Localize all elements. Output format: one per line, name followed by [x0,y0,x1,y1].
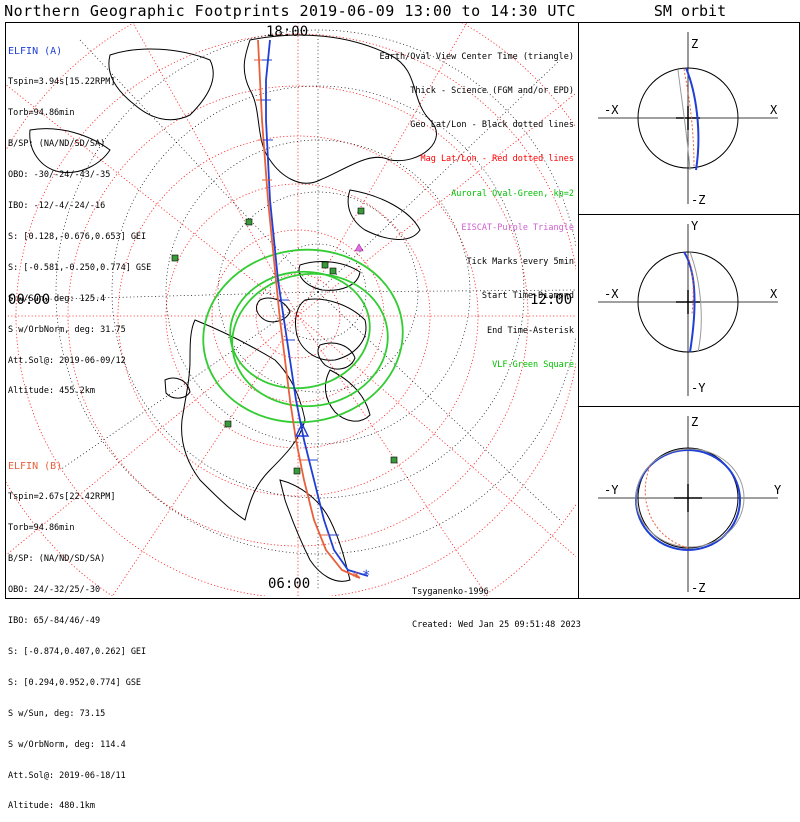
elfin-a-line: S w/Sun, deg: 125.4 [8,293,106,304]
elfin-a-line: OBO: -30/-24/-43/-35 [8,170,111,181]
svg-text:-Y: -Y [691,381,706,395]
elfin-a-line: Altitude: 455.2km [8,386,95,397]
time-label-left: 00:00 [8,292,51,308]
elfin-b-line: B/SP: (NA/ND/SD/SA) [8,554,106,565]
elfin-a-line: S: [0.128,-0.676,0.653] GEI [8,231,147,242]
elfin-a-info: ELFIN (A) Tspin=3.94s[15.22RPM] Torb=94.… [8,26,151,407]
elfin-b-line: Att.Sol@: 2019-06-18/11 [8,770,126,781]
legend-item: Earth/Oval View Center Time (triangle) [379,51,574,62]
elfin-b-line: S w/OrbNorm, deg: 114.4 [8,739,126,750]
svg-text:-X: -X [604,287,619,301]
svg-text:Z: Z [691,37,698,51]
map-legend: Earth/Oval View Center Time (triangle) T… [380,29,574,383]
elfin-a-line: Tspin=3.94s[15.22RPM] [8,77,116,88]
model-name: Tsyganenko-1996 [412,587,489,597]
elfin-b-line: S w/Sun, deg: 73.15 [8,708,106,719]
elfin-b-line: Altitude: 480.1km [8,801,95,812]
elfin-a-line: Att.Sol@: 2019-06-09/12 [8,355,126,366]
legend-item: Auroral Oval-Green, kp=2 [451,188,574,199]
elfin-b-line: OBO: 24/-32/25/-30 [8,585,101,596]
time-label-right: 12:00 [530,292,573,308]
elfin-a-name: ELFIN (A) [8,45,63,57]
legend-item: End Time-Asterisk [487,325,574,336]
view-center-triangle [294,422,310,437]
legend-item: Start Time-Diamond [481,291,574,302]
elfin-b-line: S: [0.294,0.952,0.774] GSE [8,677,142,688]
vlf-squares [171,207,398,475]
end-asterisk-b: * [352,570,360,586]
auroral-oval [202,248,404,424]
elfin-b-name: ELFIN (B) [8,460,63,472]
elfin-a-line: Torb=94.86min [8,108,75,119]
svg-text:Y: Y [774,483,782,497]
map-footer: Tsyganenko-1996 Created: Wed Jan 25 09:5… [412,565,581,642]
time-label-bottom: 06:00 [268,576,311,592]
sm-panel-yz: Z -Z -Y Y [598,415,782,595]
created-stamp: Created: Wed Jan 25 09:51:48 2023 [412,620,581,630]
track-ticks-a [261,59,339,536]
legend-item: Thick - Science (FGM and/or EPD) [410,86,574,97]
elfin-b-track [257,39,361,579]
elfin-a-line: S w/OrbNorm, deg: 31.75 [8,324,126,335]
legend-item: EISCAT-Purple Triangle [461,222,574,233]
elfin-a-line: S: [-0.581,-0.250,0.774] GSE [8,262,152,273]
legend-item: VLF-Green Square [492,359,574,370]
elfin-b-line: Torb=94.86min [8,523,75,534]
svg-text:-Y: -Y [604,483,619,497]
elfin-b-info: ELFIN (B) Tspin=2.67s[22.42RPM] Torb=94.… [8,441,146,822]
plot-title: Northern Geographic Footprints 2019-06-0… [4,2,576,20]
legend-item: Tick Marks every 5min [466,257,574,268]
svg-text:X: X [770,103,778,117]
elfin-b-line: S: [-0.874,0.407,0.262] GEI [8,646,147,657]
legend-item: Mag Lat/Lon - Red dotted lines [420,154,574,165]
sm-panel-xz: Z -Z -X X [598,32,778,207]
elfin-a-line: B/SP: (NA/ND/SD/SA) [8,139,106,150]
svg-text:Y: Y [691,219,699,233]
sm-orbit-title: SM orbit [653,2,727,20]
svg-text:-Z: -Z [691,581,705,595]
elfin-a-line: IBO: -12/-4/-24/-16 [8,201,106,212]
footprint-map: * * [6,23,576,596]
sm-orbit-plots: Z -Z -X X Y -Y -X X Z -Z -Y Y [598,32,782,595]
svg-text:X: X [770,287,778,301]
elfin-b-line: Tspin=2.67s[22.42RPM] [8,492,116,503]
end-asterisk-a: * [362,568,370,584]
coastlines [29,34,437,582]
time-label-top: 18:00 [266,24,309,40]
eiscat-triangle [354,243,364,252]
legend-item: Geo Lat/Lon - Black dotted lines [410,120,574,131]
track-ticks [254,59,330,536]
geo-meridians [19,30,576,590]
sm-panel-xy: Y -Y -X X [598,219,778,396]
svg-text:Z: Z [691,415,698,429]
svg-text:-Z: -Z [691,193,705,207]
svg-text:-X: -X [604,103,619,117]
elfin-b-line: IBO: 65/-84/46/-49 [8,616,101,627]
